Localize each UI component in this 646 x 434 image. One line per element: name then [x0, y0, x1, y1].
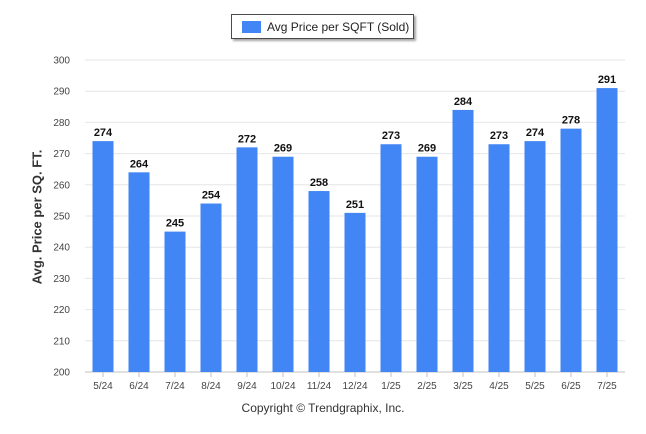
x-tick-label: 7/24	[165, 381, 185, 392]
bar[interactable]	[596, 88, 618, 372]
y-tick-label: 290	[53, 87, 70, 98]
y-tick-label: 230	[53, 274, 70, 285]
legend[interactable]: Avg Price per SQFT (Sold)	[231, 14, 414, 39]
y-tick-label: 270	[53, 149, 70, 160]
y-tick-label: 260	[53, 180, 70, 191]
data-label: 251	[346, 199, 364, 211]
x-tick-label: 10/24	[270, 381, 295, 392]
data-label: 258	[310, 177, 328, 189]
y-tick-label: 280	[53, 118, 70, 129]
bars	[92, 88, 618, 373]
data-labels: 274 264 245 254 272 269 258 251 273 269 284 273 274 2…	[94, 74, 616, 230]
data-label: 254	[202, 190, 221, 202]
x-tick-label: 5/25	[525, 381, 545, 392]
bar[interactable]	[200, 203, 222, 372]
y-tick-label: 200	[53, 368, 70, 379]
data-label: 278	[562, 115, 580, 127]
bar[interactable]	[128, 172, 150, 372]
legend-swatch	[242, 20, 261, 33]
bar[interactable]	[308, 191, 330, 372]
y-tick-label: 250	[53, 212, 70, 223]
copyright-text: Copyright © Trendgraphix, Inc.	[241, 401, 405, 415]
x-tick-label: 6/25	[561, 381, 581, 392]
bar[interactable]	[272, 156, 294, 372]
x-tick-label: 7/25	[597, 381, 617, 392]
x-tick-label: 4/25	[489, 381, 509, 392]
bar[interactable]	[380, 144, 402, 372]
data-label: 264	[130, 158, 149, 170]
data-label: 273	[382, 130, 400, 142]
x-tick-label: 5/24	[93, 381, 113, 392]
data-label: 291	[598, 74, 616, 86]
x-tick-label: 3/25	[453, 381, 473, 392]
bar[interactable]	[560, 128, 582, 372]
data-label: 269	[418, 143, 436, 155]
bar[interactable]	[452, 109, 474, 373]
x-tick-label: 12/24	[342, 381, 367, 392]
x-tick-label: 11/24	[307, 381, 332, 392]
x-tick-label: 9/24	[237, 381, 257, 392]
data-label: 284	[454, 96, 473, 108]
x-tick-label: 6/24	[129, 381, 149, 392]
data-label: 274	[94, 127, 113, 139]
bar[interactable]	[488, 144, 510, 372]
data-label: 273	[490, 130, 508, 142]
y-tick-label: 240	[53, 243, 70, 254]
x-tick-label: 2/25	[417, 381, 437, 392]
bar[interactable]	[236, 147, 258, 372]
data-label: 272	[238, 133, 256, 145]
y-tick-labels: 200 210 220 230 240 250 260 270 280 290 300	[53, 56, 70, 379]
y-tick-label: 210	[53, 336, 70, 347]
y-tick-label: 220	[53, 305, 70, 316]
bar[interactable]	[524, 141, 546, 372]
y-tick-label: 300	[53, 56, 70, 67]
bar[interactable]	[92, 141, 114, 372]
bar[interactable]	[416, 156, 438, 372]
x-tick-labels: 5/24 6/24 7/24 8/24 9/24 10/24 11/24 12/24 1/25 2…	[93, 372, 617, 392]
data-label: 274	[526, 127, 545, 139]
bar[interactable]	[344, 212, 366, 372]
x-tick-label: 8/24	[201, 381, 221, 392]
data-label: 269	[274, 143, 292, 155]
legend-label: Avg Price per SQFT (Sold)	[267, 19, 410, 34]
data-label: 245	[166, 218, 184, 230]
x-tick-label: 1/25	[381, 381, 401, 392]
bar[interactable]	[164, 231, 186, 372]
